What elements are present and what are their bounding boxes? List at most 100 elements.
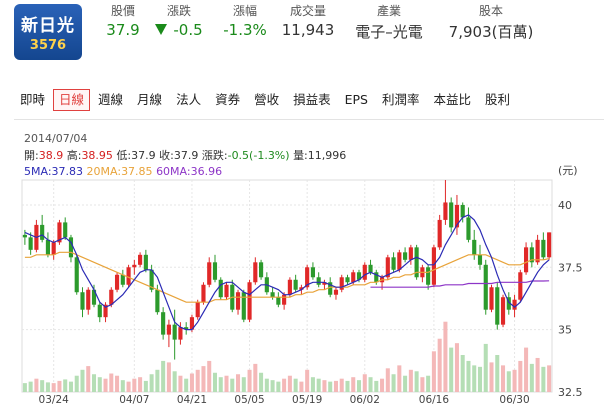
volume-bar — [518, 361, 522, 392]
candle-body — [138, 255, 142, 265]
volume-bar — [196, 370, 200, 392]
y-tick-label: 35 — [558, 324, 572, 337]
candle-body — [351, 272, 355, 282]
volume-bar — [438, 339, 442, 392]
volume-bar — [541, 367, 545, 392]
volume-bar — [478, 367, 482, 392]
volume-bar — [299, 382, 303, 392]
volume-bar — [472, 365, 476, 392]
volume-bar — [345, 381, 349, 392]
candle-body — [317, 277, 321, 284]
volume-bar — [415, 371, 419, 392]
candle-body — [75, 257, 79, 292]
volume-bar — [294, 379, 298, 392]
volume-bar — [115, 376, 119, 392]
y-tick-label: 37.5 — [558, 261, 583, 274]
candle-body — [271, 292, 275, 297]
volume-bar — [69, 382, 73, 392]
volume-bar — [75, 376, 79, 392]
volume-bar — [317, 379, 321, 392]
y-tick-label: 32.5 — [558, 386, 583, 399]
candle-body — [478, 255, 482, 265]
volume-bar — [80, 370, 84, 392]
volume-bar — [334, 381, 338, 392]
volume-bar — [161, 361, 165, 392]
candle-body — [409, 247, 413, 259]
candle-body — [109, 290, 113, 305]
volume-bar — [224, 376, 228, 392]
plot-frame — [22, 180, 552, 392]
volume-bar — [432, 351, 436, 392]
x-tick-label: 04/07 — [119, 394, 149, 406]
volume-bar — [374, 381, 378, 392]
candle-body — [311, 267, 315, 277]
candle-body — [345, 277, 349, 282]
candle-body — [397, 252, 401, 269]
volume-bar — [536, 358, 540, 392]
candle-body — [489, 287, 493, 309]
candle-body — [167, 325, 171, 335]
candle-body — [472, 240, 476, 255]
volume-bar — [132, 379, 136, 392]
x-tick-label: 06/02 — [350, 394, 380, 406]
candle-body — [121, 275, 125, 285]
volume-bar — [380, 379, 384, 392]
volume-bar — [363, 374, 367, 392]
volume-bar — [63, 379, 67, 392]
volume-bar — [265, 379, 269, 392]
candle-body — [236, 292, 240, 309]
candle-body — [501, 297, 505, 324]
volume-bar — [305, 370, 309, 392]
volume-bar — [524, 348, 528, 392]
candle-body — [144, 255, 148, 270]
volume-bar — [426, 376, 430, 392]
candle-body — [224, 285, 228, 297]
candle-body — [23, 235, 27, 237]
candle-body — [213, 262, 217, 279]
candle-body — [449, 202, 453, 227]
volume-bar — [57, 381, 61, 392]
candle-body — [259, 262, 263, 277]
candle-body — [392, 257, 396, 269]
volume-bar — [98, 377, 102, 392]
volume-bar — [420, 377, 424, 392]
candle-body — [155, 290, 159, 312]
candle-body — [242, 292, 246, 319]
candle-body — [547, 232, 551, 257]
candle-body — [340, 277, 344, 289]
candle-body — [403, 252, 407, 259]
volume-bar — [340, 379, 344, 392]
volume-bar — [236, 374, 240, 392]
volume-bar — [484, 344, 488, 392]
volume-bar — [271, 380, 275, 392]
candle-body — [201, 285, 205, 302]
candle-body — [443, 202, 447, 219]
volume-bar — [178, 376, 182, 392]
candle-body — [518, 272, 522, 299]
volume-bar — [34, 379, 38, 392]
volume-bar — [489, 362, 493, 392]
volume-bar — [282, 379, 286, 392]
candle-body — [495, 287, 499, 324]
candle-body — [334, 290, 338, 295]
volume-bar — [127, 382, 131, 392]
candle-body — [524, 247, 528, 272]
candle-body — [253, 262, 257, 282]
candle-body — [29, 237, 33, 249]
volume-bar — [466, 361, 470, 392]
x-tick-label: 03/24 — [39, 394, 70, 406]
volume-bar — [443, 322, 447, 392]
volume-bar — [23, 383, 27, 392]
volume-bar — [397, 365, 401, 392]
volume-bar — [369, 377, 373, 392]
volume-bar — [392, 374, 396, 392]
candle-body — [173, 325, 177, 340]
volume-bar — [219, 377, 223, 392]
volume-bar — [40, 380, 44, 392]
volume-bar — [455, 343, 459, 392]
candle-body — [115, 275, 119, 290]
candle-body — [161, 312, 165, 334]
volume-bar — [311, 377, 315, 392]
volume-bar — [449, 348, 453, 392]
